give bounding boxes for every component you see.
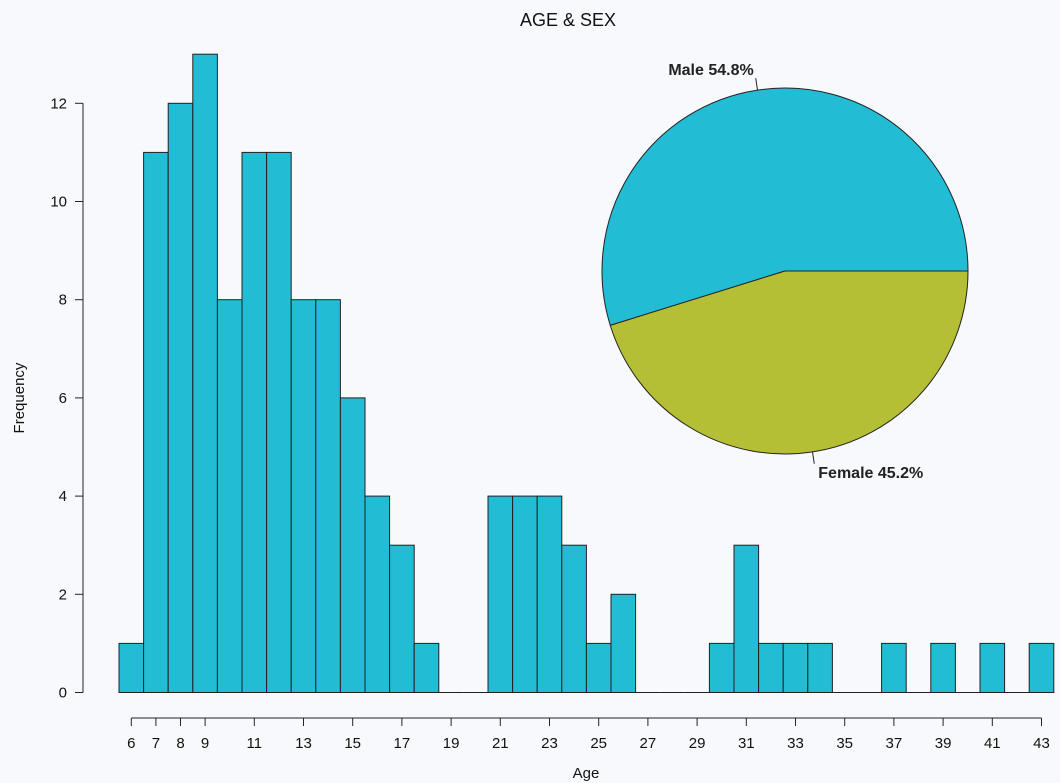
x-tick-label: 15 <box>344 735 361 752</box>
histogram-bar <box>266 151 292 693</box>
histogram-bar <box>585 642 612 694</box>
histogram-bar <box>315 299 341 693</box>
chart-title: AGE & SEX <box>520 10 616 30</box>
y-tick-label: 2 <box>59 586 67 603</box>
histogram-bar <box>413 642 440 694</box>
histogram-bar <box>167 102 194 694</box>
y-tick-label: 6 <box>59 390 67 407</box>
x-tick-label: 37 <box>886 735 903 752</box>
x-axis-label: Age <box>573 765 600 782</box>
sex-pie-chart: Male 54.8% Female 45.2% <box>601 62 969 482</box>
histogram-bar <box>758 642 784 694</box>
y-axis-label: Frequency <box>11 362 28 433</box>
histogram-bar <box>192 53 218 693</box>
pie-slice <box>601 87 969 326</box>
y-tick-label: 12 <box>50 95 67 112</box>
x-tick-label: 6 <box>127 735 135 752</box>
histogram-bar <box>881 642 907 694</box>
histogram-bar <box>733 544 760 694</box>
histogram-bar <box>1028 642 1055 694</box>
x-tick-label: 31 <box>738 735 755 752</box>
x-tick-label: 8 <box>176 735 184 752</box>
x-tick-label: 27 <box>640 735 657 752</box>
x-tick-label: 19 <box>443 735 460 752</box>
x-tick-label: 17 <box>394 735 411 752</box>
histogram-bar <box>487 495 514 693</box>
histogram-bar <box>708 642 735 694</box>
histogram-bar <box>512 495 538 693</box>
histogram-bar <box>143 151 169 693</box>
histogram-bar <box>782 642 809 694</box>
x-tick-label: 35 <box>836 735 853 752</box>
y-axis: 0 2 4 6 8 10 12 <box>50 95 84 702</box>
x-tick-label: 29 <box>689 735 706 752</box>
histogram-bar <box>610 593 637 693</box>
histogram-bars <box>118 53 1055 694</box>
histogram-bar <box>979 642 1006 694</box>
histogram-bar <box>216 299 243 693</box>
x-tick-label: 43 <box>1033 735 1050 752</box>
pie-leader-line <box>811 451 815 464</box>
pie-slice-label: Male 54.8% <box>668 62 753 79</box>
histogram-bar <box>118 642 145 694</box>
histogram-bar <box>290 299 317 693</box>
histogram-bar <box>339 397 366 693</box>
x-tick-label: 41 <box>984 735 1001 752</box>
x-axis: 6 7 8 9 11 13 15 17 19 21 23 25 27 29 31 33 35 37 39 41 43 <box>127 717 1050 752</box>
x-tick-label: 11 <box>247 735 263 752</box>
y-tick-label: 4 <box>59 488 67 505</box>
y-tick-label: 8 <box>59 292 67 309</box>
pie-slice <box>609 270 969 455</box>
histogram-bar <box>807 642 833 694</box>
x-tick-label: 39 <box>935 735 952 752</box>
histogram-bar <box>389 544 415 694</box>
histogram-bar <box>930 642 956 694</box>
histogram-bar <box>561 544 587 694</box>
x-tick-label: 33 <box>787 735 804 752</box>
histogram-bar <box>536 495 563 693</box>
x-tick-label: 23 <box>541 735 558 752</box>
y-tick-label: 10 <box>50 194 67 211</box>
y-tick-label: 0 <box>59 685 67 702</box>
pie-slice-label: Female 45.2% <box>818 465 923 482</box>
x-tick-label: 13 <box>295 735 312 752</box>
x-tick-label: 7 <box>152 735 160 752</box>
pie-leader-line <box>755 78 759 91</box>
histogram-bar <box>241 151 268 693</box>
x-tick-label: 21 <box>492 735 509 752</box>
x-tick-label: 9 <box>201 735 209 752</box>
x-tick-label: 25 <box>590 735 607 752</box>
histogram-bar <box>364 495 391 693</box>
